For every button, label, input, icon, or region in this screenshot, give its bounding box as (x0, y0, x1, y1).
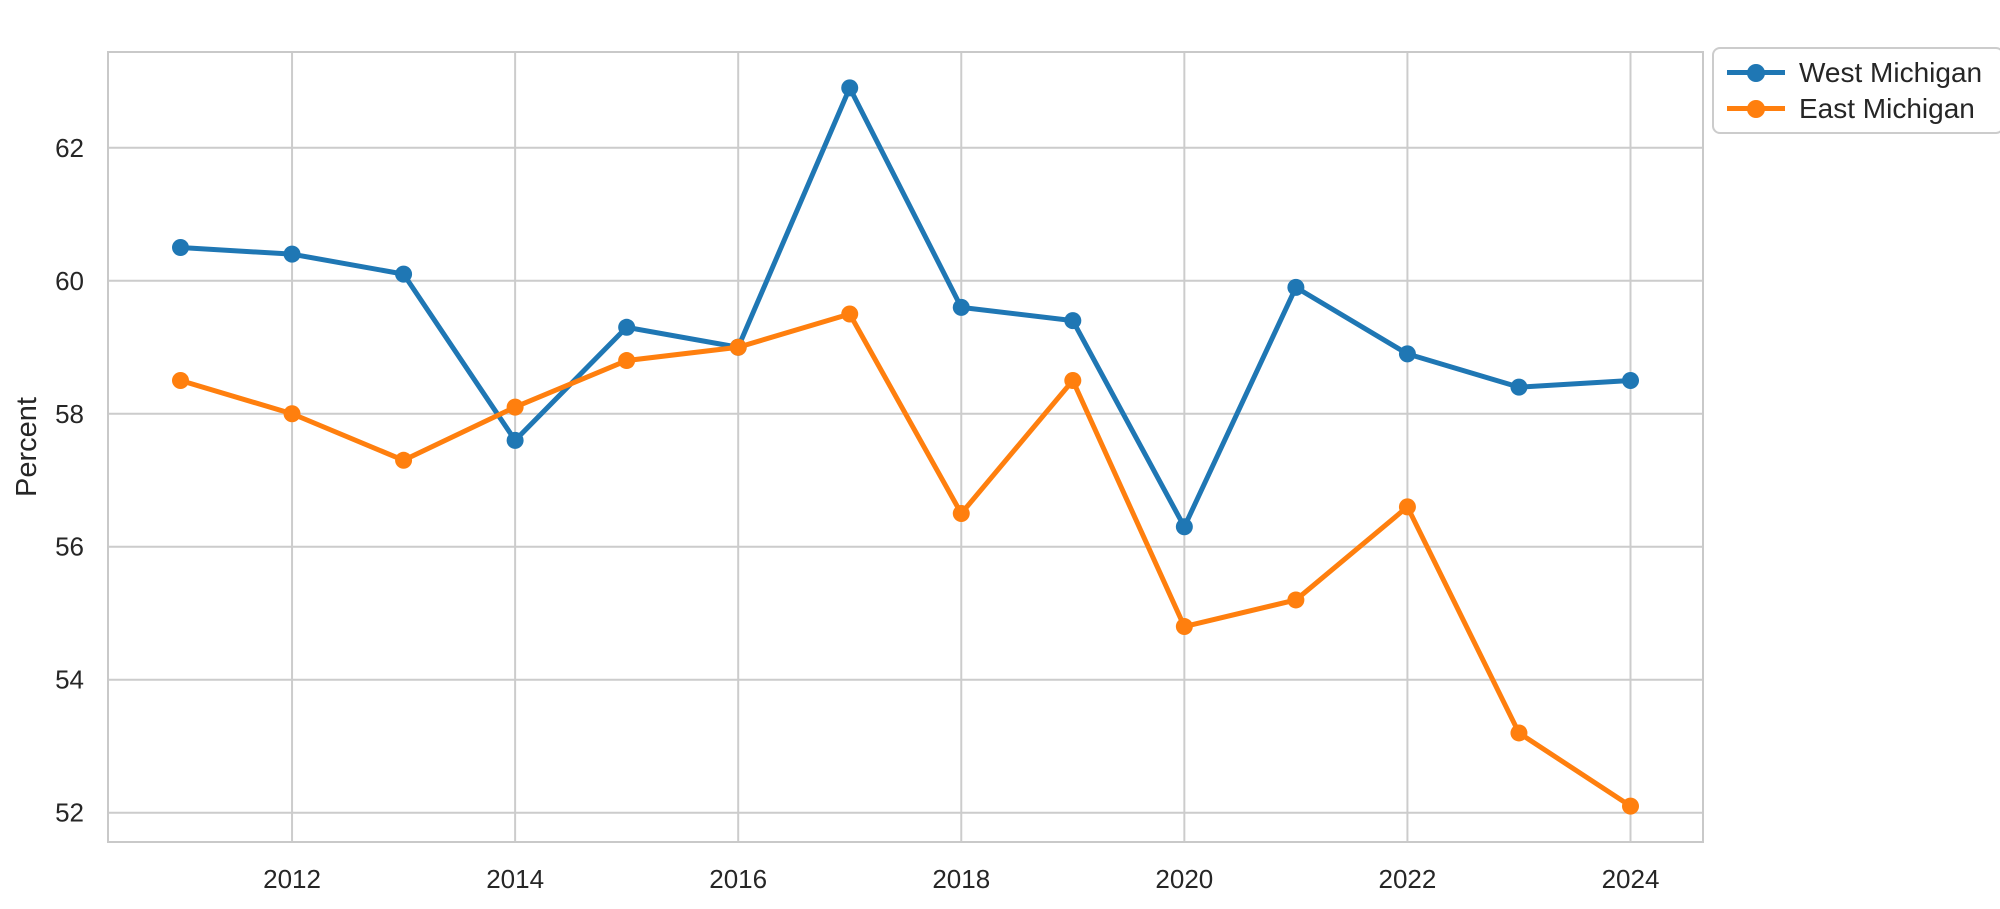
data-point-east-michigan-2021 (1287, 591, 1305, 609)
legend-line-marker-icon (1727, 63, 1785, 82)
data-point-east-michigan-2020 (1175, 618, 1193, 636)
data-point-west-michigan-2011 (172, 239, 189, 257)
y-tick-label-52: 52 (55, 798, 84, 828)
y-tick-label-60: 60 (55, 266, 84, 296)
legend-dot-icon (1747, 63, 1765, 82)
legend: West Michigan East Michigan (1712, 47, 2000, 134)
data-point-east-michigan-2013 (395, 451, 413, 469)
x-tick-label-2020: 2020 (1155, 864, 1213, 894)
data-point-east-michigan-2022 (1398, 498, 1416, 516)
data-point-east-michigan-2023 (1510, 724, 1528, 742)
data-point-west-michigan-2014 (506, 431, 524, 449)
data-point-west-michigan-2018 (952, 298, 970, 316)
legend-dot-icon (1747, 99, 1765, 118)
x-tick-label-2016: 2016 (709, 864, 767, 894)
y-tick-label-58: 58 (55, 399, 84, 429)
x-tick-label-2024: 2024 (1602, 864, 1660, 894)
x-tick-label-2014: 2014 (486, 864, 544, 894)
y-tick-label-56: 56 (55, 532, 84, 562)
data-point-west-michigan-2012 (283, 245, 301, 263)
legend-label: East Michigan (1799, 92, 1975, 124)
legend-item-west-michigan: West Michigan (1727, 56, 1982, 89)
data-point-east-michigan-2017 (841, 305, 859, 323)
data-point-west-michigan-2021 (1287, 278, 1305, 296)
data-point-west-michigan-2013 (395, 265, 413, 283)
data-point-east-michigan-2018 (952, 504, 970, 522)
y-tick-label-62: 62 (55, 133, 84, 163)
data-point-west-michigan-2023 (1510, 378, 1528, 396)
data-point-west-michigan-2020 (1175, 518, 1193, 536)
data-point-west-michigan-2015 (618, 318, 636, 336)
series-line-east-michigan (178, 311, 1633, 809)
x-tick-label-2018: 2018 (932, 864, 990, 894)
data-point-east-michigan-2011 (172, 372, 189, 390)
plot-background (108, 52, 1703, 842)
data-point-east-michigan-2024 (1622, 797, 1639, 815)
data-point-east-michigan-2019 (1064, 372, 1082, 390)
x-tick-label-2012: 2012 (263, 864, 321, 894)
y-tick-label-54: 54 (55, 665, 84, 695)
data-point-east-michigan-2014 (506, 398, 524, 416)
data-point-east-michigan-2015 (618, 352, 636, 370)
data-point-west-michigan-2017 (841, 79, 859, 97)
legend-label: West Michigan (1799, 56, 1983, 88)
data-point-west-michigan-2022 (1398, 345, 1416, 363)
plot-border (107, 51, 1704, 843)
data-point-west-michigan-2024 (1622, 372, 1639, 390)
data-point-east-michigan-2012 (283, 405, 301, 423)
data-point-east-michigan-2016 (729, 338, 747, 356)
legend-line-marker-icon (1727, 99, 1785, 118)
legend-item-east-michigan: East Michigan (1727, 92, 1982, 125)
x-tick-label-2022: 2022 (1379, 864, 1437, 894)
y-axis-label: Percent (11, 397, 43, 497)
series-line-west-michigan (178, 85, 1633, 530)
data-point-west-michigan-2019 (1064, 312, 1082, 330)
